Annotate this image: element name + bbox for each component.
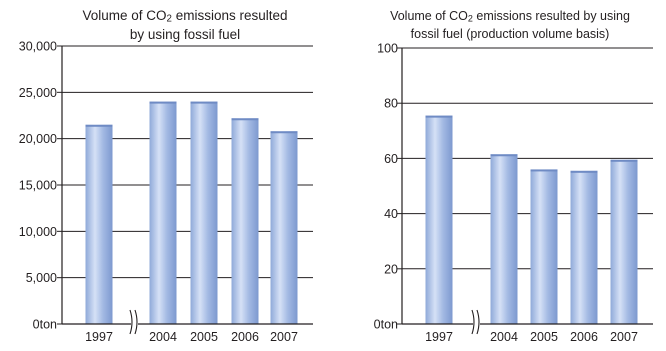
axis-break-symbol <box>471 309 480 335</box>
bar-2004 <box>490 154 518 324</box>
bar-top-edge <box>85 124 113 127</box>
bar-2006 <box>231 118 259 324</box>
bar-1997 <box>425 115 453 325</box>
x-category-label: 2004 <box>149 330 177 344</box>
chart-title-line2: by using fossil fuel <box>129 27 241 43</box>
x-category-label: 2005 <box>190 330 218 344</box>
chart-title-line1-pre: Volume of CO <box>390 9 468 23</box>
y-tick-label: 25,000 <box>19 86 57 100</box>
chart-title: Volume of CO2 emissions resulted by usin… <box>355 8 665 42</box>
bar-2005 <box>190 101 218 324</box>
bar-2005 <box>530 169 558 324</box>
chart-co2-emissions: Volume of CO2 emissions resulted by usin… <box>0 0 330 351</box>
bar-top-edge <box>570 170 598 173</box>
x-category-label: 2006 <box>570 330 598 344</box>
chart-plot-area: 0ton 20 40 60 80 100 1997 2004 2005 2006 2007 <box>374 42 653 344</box>
bar-top-edge <box>425 115 453 118</box>
bar-top-edge <box>270 131 298 134</box>
chart-title-line1-post: emissions resulted <box>171 8 288 23</box>
bar-2004 <box>149 101 177 324</box>
chart-plot-area: 0ton 5,000 10,000 15,000 20,000 25,000 30,000 1… <box>19 40 313 344</box>
y-tick-label: 40 <box>384 207 398 221</box>
y-tick-label: 20 <box>384 262 398 276</box>
chart-co2-emissions-production-basis: Volume of CO2 emissions resulted by usin… <box>335 0 666 351</box>
x-category-label: 2005 <box>530 330 558 344</box>
bar-top-edge <box>490 154 518 157</box>
x-category-label: 1997 <box>85 330 113 344</box>
y-tick-label: 100 <box>377 42 398 56</box>
axis-break-symbol <box>129 309 138 335</box>
x-category-label: 2007 <box>610 330 638 344</box>
bar-2007 <box>270 131 298 324</box>
x-category-label: 1997 <box>425 330 453 344</box>
chart-title-line2: fossil fuel (production volume basis) <box>410 27 610 42</box>
chart-title-line1-post: emissions resulted by using <box>472 9 630 23</box>
bar-top-edge <box>231 118 259 121</box>
x-category-label: 2007 <box>270 330 298 344</box>
y-tick-label: 15,000 <box>19 179 57 193</box>
chart-title-subscript: 2 <box>166 13 172 25</box>
chart-title: Volume of CO2 emissions resulted by usin… <box>40 8 330 43</box>
y-tick-label: 20,000 <box>19 132 57 146</box>
chart-title-line1-pre: Volume of CO <box>82 8 167 23</box>
y-tick-label: 0ton <box>374 318 398 332</box>
y-tick-label: 10,000 <box>19 225 57 239</box>
y-tick-label: 5,000 <box>26 271 57 285</box>
bar-2007 <box>610 159 638 324</box>
y-tick-label: 0ton <box>33 318 57 332</box>
chart-title-subscript: 2 <box>467 13 473 24</box>
bar-top-edge <box>190 101 218 104</box>
y-tick-label: 30,000 <box>19 40 57 54</box>
bar-top-edge <box>149 101 177 104</box>
bar-1997 <box>85 124 113 325</box>
bar-2006 <box>570 170 598 324</box>
y-tick-label: 80 <box>384 97 398 111</box>
x-category-label: 2006 <box>231 330 259 344</box>
bar-top-edge <box>530 169 558 172</box>
x-category-label: 2004 <box>490 330 518 344</box>
bar-top-edge <box>610 159 638 162</box>
y-tick-label: 60 <box>384 152 398 166</box>
